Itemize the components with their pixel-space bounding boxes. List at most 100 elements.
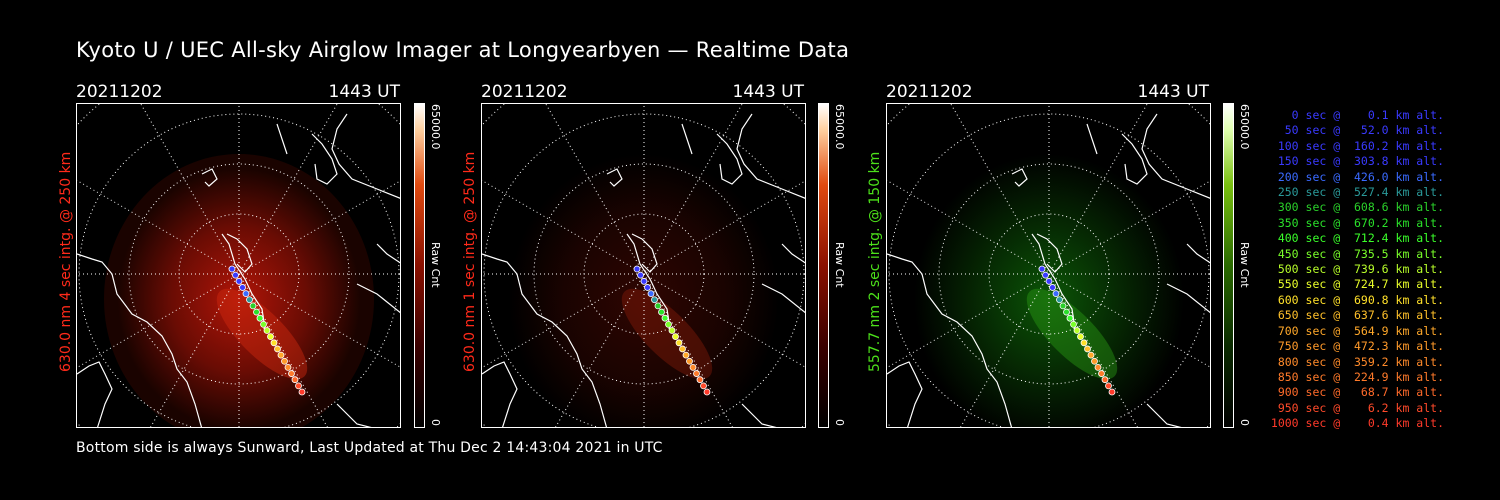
legend-row: 450 sec @ 735.5 km alt.	[1270, 246, 1444, 261]
coastline	[1141, 113, 1210, 199]
legend-row: 350 sec @ 670.2 km alt.	[1270, 215, 1444, 230]
panel-2-colorbar	[818, 103, 829, 428]
coastline	[482, 361, 518, 427]
legend-row: 1000 sec @ 0.4 km alt.	[1270, 416, 1444, 431]
coastline	[77, 361, 113, 427]
legend-row: 650 sec @ 637.6 km alt.	[1270, 308, 1444, 323]
coastline	[887, 253, 1013, 427]
panel-3-cbar-max: 65000.0	[1238, 104, 1251, 150]
legend-row: 300 sec @ 608.6 km alt.	[1270, 200, 1444, 215]
trajectory-point	[1063, 308, 1070, 316]
legend-row: 600 sec @ 690.8 km alt.	[1270, 292, 1444, 307]
trajectory-point	[686, 357, 693, 365]
trajectory-point	[665, 320, 672, 328]
coastline	[781, 243, 805, 264]
legend-row: 150 sec @ 303.8 km alt.	[1270, 154, 1444, 169]
coastline	[1011, 168, 1028, 187]
trajectory-point	[256, 314, 264, 322]
aurora-streak	[621, 288, 713, 380]
trajectory-point	[651, 296, 658, 304]
trajectory-point	[1073, 327, 1081, 334]
trajectory-point	[633, 265, 641, 273]
trajectory-point	[644, 284, 651, 291]
coastline	[1166, 283, 1210, 314]
trajectory-point	[253, 308, 260, 316]
coastline	[1121, 133, 1148, 185]
legend-row: 700 sec @ 564.9 km alt.	[1270, 323, 1444, 338]
panel-2-allsky-map	[481, 103, 806, 428]
trajectory-point	[281, 357, 288, 365]
trajectory-point	[1077, 333, 1084, 341]
coastline	[1146, 403, 1182, 427]
coastline	[606, 168, 623, 187]
grid-line	[482, 180, 805, 369]
panel-2-time: 1443 UT	[732, 82, 805, 102]
coastline	[736, 113, 805, 199]
trajectory-point	[682, 351, 690, 359]
aurora-streak	[1026, 288, 1118, 380]
panel-1-cbar-max: 65000.0	[429, 104, 442, 150]
trajectory-point	[1080, 339, 1088, 347]
legend-row: 950 sec @ 6.2 km alt.	[1270, 400, 1444, 415]
trajectory-point	[703, 388, 711, 396]
coastline	[626, 233, 671, 330]
coastline	[201, 168, 218, 187]
trajectory-point	[1087, 351, 1095, 359]
trajectory-point	[1070, 320, 1077, 328]
trajectory-point	[1101, 376, 1109, 384]
trajectory-point	[263, 327, 271, 334]
trajectory-point	[1098, 370, 1105, 377]
trajectory-point	[260, 320, 267, 328]
coastline	[376, 243, 400, 264]
trajectory-point	[284, 363, 292, 371]
legend-row: 0 sec @ 0.1 km alt.	[1270, 108, 1444, 122]
panel-1-date: 20211202	[76, 82, 163, 102]
legend-row: 550 sec @ 724.7 km alt.	[1270, 277, 1444, 292]
legend-row: 900 sec @ 68.7 km alt.	[1270, 385, 1444, 400]
trajectory-point	[654, 302, 662, 310]
trajectory-point	[228, 265, 236, 273]
trajectory-point	[291, 376, 299, 384]
trajectory-point	[232, 271, 239, 279]
grid-line	[77, 180, 400, 369]
coastline	[631, 233, 658, 273]
trajectory-point	[1045, 277, 1053, 285]
panel-2-cbar-min: 0	[833, 419, 846, 426]
panel-2-cbar-max: 65000.0	[833, 104, 846, 150]
legend-row: 200 sec @ 426.0 km alt.	[1270, 169, 1444, 184]
trajectory-point	[242, 290, 250, 298]
panel-3-allsky-map	[886, 103, 1211, 428]
coastline	[1186, 243, 1210, 264]
trajectory-point	[270, 339, 278, 347]
trajectory-point	[696, 376, 704, 384]
coastline	[887, 361, 923, 427]
page-title: Kyoto U / UEC All-sky Airglow Imager at …	[76, 38, 850, 62]
coastline	[221, 233, 266, 330]
trajectory-point	[239, 284, 246, 291]
trajectory-point	[249, 302, 257, 310]
legend-row: 250 sec @ 527.4 km alt.	[1270, 185, 1444, 200]
coastline	[336, 403, 372, 427]
trajectory-point	[288, 370, 295, 377]
trajectory-point	[295, 382, 302, 390]
legend-row: 750 sec @ 472.3 km alt.	[1270, 339, 1444, 354]
trajectory-point	[647, 290, 655, 298]
legend-row: 50 sec @ 52.0 km alt.	[1270, 123, 1444, 138]
panel-1-side-label: 630.0 nm 4 sec intg. @ 250 km	[58, 151, 74, 372]
trajectory-point	[1066, 314, 1074, 322]
panel-1-cbar-title: Raw Cnt	[429, 242, 442, 288]
trajectory-point	[661, 314, 669, 322]
coastline	[311, 133, 338, 185]
coastline	[482, 253, 608, 427]
coastline	[716, 133, 743, 185]
panel-1-allsky-map	[76, 103, 401, 428]
panel-2-date: 20211202	[481, 82, 568, 102]
trajectory-point	[246, 296, 253, 304]
footer-note: Bottom side is always Sunward, Last Upda…	[76, 440, 663, 456]
trajectory-point	[1056, 296, 1063, 304]
trajectory-point	[1094, 363, 1102, 371]
trajectory-legend: 0 sec @ 0.1 km alt. 50 sec @ 52.0 km alt…	[1262, 108, 1444, 432]
trajectory-point	[1091, 357, 1098, 365]
trajectory-point	[668, 327, 676, 334]
trajectory-point	[1049, 284, 1056, 291]
